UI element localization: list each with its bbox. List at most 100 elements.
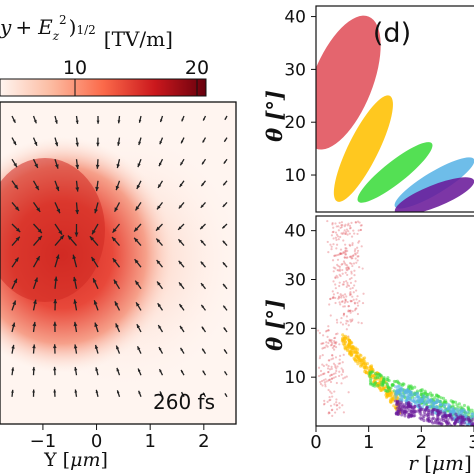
field-arrow-head <box>56 208 61 214</box>
field-arrow-head <box>135 280 140 286</box>
field-arrow-head <box>73 299 78 304</box>
y-tick-label: 20 <box>284 319 306 339</box>
scatter-point <box>332 348 336 351</box>
scatter-point <box>346 224 349 227</box>
scatter-point <box>334 296 337 300</box>
scatter-point <box>328 303 331 306</box>
scatter-point <box>338 284 341 288</box>
scatter-point <box>334 287 337 290</box>
x-tick-label: 0 <box>310 432 321 453</box>
scatter-point <box>434 405 438 409</box>
field-arrow-head <box>158 347 162 351</box>
scatter-point <box>346 269 349 272</box>
scatter-point <box>334 365 337 369</box>
scatter-point <box>341 404 344 407</box>
scatter-point <box>334 333 338 336</box>
scatter-point <box>357 241 360 244</box>
scatter-point <box>342 377 345 380</box>
field-arrow-head <box>32 344 36 349</box>
scatter-point <box>326 400 329 403</box>
scatter-point <box>332 237 335 240</box>
field-arrow-head <box>202 161 205 165</box>
scatter-point <box>333 403 336 406</box>
field-arrow-head <box>11 344 15 349</box>
field-arrow-head <box>53 389 57 393</box>
scatter-point <box>333 339 336 343</box>
scatter-point <box>336 332 339 335</box>
scatter-series-blob <box>333 95 393 202</box>
field-arrow-head <box>58 230 63 235</box>
scatter-point <box>322 346 325 349</box>
field-arrow-head <box>12 300 17 305</box>
scatter-point <box>329 374 332 377</box>
scatter-point <box>327 412 330 415</box>
scatter-point <box>333 344 336 347</box>
field-arrow-head <box>179 304 183 308</box>
scatter-point <box>345 280 348 283</box>
scatter-point <box>423 412 427 416</box>
scatter-point <box>358 300 361 303</box>
scatter-point <box>422 401 426 405</box>
scatter-point <box>343 301 346 304</box>
field-arrow-head <box>222 225 226 229</box>
scatter-point <box>344 263 347 266</box>
scatter-point <box>356 295 359 298</box>
scatter-point <box>346 281 349 285</box>
scatter-point <box>340 232 343 235</box>
scatter-point <box>347 343 352 347</box>
scatter-point <box>382 378 386 382</box>
scatter-point <box>462 428 465 431</box>
scatter-point <box>327 359 330 362</box>
scatter-point <box>352 298 355 301</box>
scatter-point <box>357 255 360 258</box>
scatter-point <box>454 419 458 423</box>
scatter-point <box>327 371 330 374</box>
scatter-point <box>329 398 332 401</box>
scatter-point <box>466 406 470 410</box>
scatter-point <box>331 290 334 293</box>
scatter-point <box>319 374 322 377</box>
scatter-point <box>338 402 341 405</box>
scatter-point <box>331 395 334 398</box>
field-arrow-head <box>136 324 141 329</box>
scatter-point <box>466 418 470 422</box>
scatter-point <box>361 267 364 270</box>
scatter-point <box>351 264 354 268</box>
field-arrow-head <box>157 205 161 210</box>
scatter-point <box>430 417 435 421</box>
scatter-point <box>336 253 339 257</box>
scatter-point <box>395 399 400 403</box>
scatter-point <box>356 259 359 262</box>
field-arrow-head <box>117 120 121 124</box>
field-arrow-head <box>180 347 184 351</box>
scatter-point <box>428 405 432 409</box>
scatter-point <box>323 399 326 402</box>
scatter-point <box>328 396 331 399</box>
field-arrow-head <box>116 164 120 169</box>
field-arrow-head <box>203 118 206 121</box>
scatter-point <box>334 336 337 339</box>
scatter-point <box>356 301 359 304</box>
scatter-point <box>341 361 344 364</box>
scatter-point <box>407 400 411 405</box>
scatter-point <box>350 276 353 280</box>
field-arrow-head <box>156 259 161 265</box>
scatter-point <box>358 360 362 364</box>
scatter-point <box>341 223 344 227</box>
scatter-point <box>330 365 333 368</box>
scatter-point <box>347 267 350 270</box>
scatter-point <box>362 356 367 360</box>
scatter-point <box>331 223 334 226</box>
field-arrow-head <box>94 344 99 349</box>
scatter-point <box>336 291 339 295</box>
scatter-point <box>349 309 352 312</box>
scatter-point <box>402 409 406 413</box>
field-arrow-head <box>34 277 38 283</box>
scatter-point <box>340 316 343 320</box>
scatter-point <box>330 358 333 361</box>
scatter-point <box>334 222 337 225</box>
scatter-point <box>345 266 348 270</box>
field-arrow-head <box>59 235 64 240</box>
scatter-point <box>320 342 323 345</box>
scatter-point <box>330 377 334 380</box>
